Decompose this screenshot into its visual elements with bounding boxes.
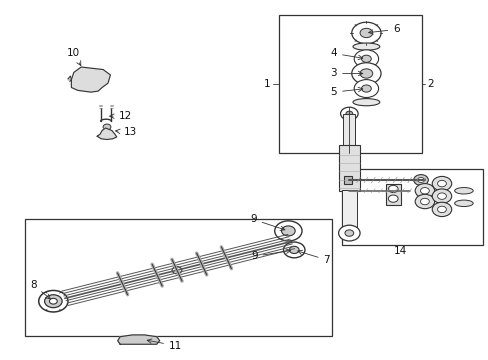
Ellipse shape <box>454 200 472 207</box>
Bar <box>385 184 400 205</box>
Bar <box>344 176 351 184</box>
Circle shape <box>92 81 101 87</box>
Circle shape <box>338 225 359 241</box>
Circle shape <box>361 55 370 62</box>
Bar <box>341 169 483 244</box>
Circle shape <box>413 175 427 185</box>
Bar <box>338 145 359 191</box>
Circle shape <box>49 298 57 304</box>
Text: 11: 11 <box>147 339 182 351</box>
Circle shape <box>387 195 397 202</box>
Text: 9: 9 <box>249 215 285 230</box>
Text: 9: 9 <box>250 249 290 261</box>
Circle shape <box>283 242 305 258</box>
Circle shape <box>437 180 446 187</box>
Text: 8: 8 <box>30 280 50 299</box>
Circle shape <box>387 185 397 193</box>
Polygon shape <box>68 76 71 81</box>
Circle shape <box>87 86 94 91</box>
Circle shape <box>437 193 446 199</box>
Text: 10: 10 <box>67 48 81 66</box>
Bar <box>25 220 331 336</box>
Circle shape <box>420 198 428 205</box>
Bar <box>341 190 356 226</box>
Text: 1: 1 <box>263 79 270 89</box>
Circle shape <box>345 111 352 116</box>
Text: 7: 7 <box>297 250 329 265</box>
Text: 2: 2 <box>427 79 433 89</box>
Circle shape <box>431 202 451 217</box>
Polygon shape <box>118 335 159 344</box>
Circle shape <box>44 295 62 308</box>
Circle shape <box>39 291 68 312</box>
Text: 4: 4 <box>330 48 362 60</box>
Circle shape <box>353 50 378 68</box>
Circle shape <box>361 85 370 92</box>
Circle shape <box>340 107 357 120</box>
Bar <box>343 114 354 146</box>
Circle shape <box>103 124 111 130</box>
Circle shape <box>420 188 428 194</box>
Circle shape <box>274 221 302 241</box>
Circle shape <box>431 189 451 203</box>
Circle shape <box>281 226 295 236</box>
Circle shape <box>172 267 182 274</box>
Circle shape <box>437 206 446 213</box>
Circle shape <box>417 177 424 183</box>
Polygon shape <box>71 67 110 92</box>
Circle shape <box>351 22 380 44</box>
Text: 5: 5 <box>330 87 362 97</box>
Ellipse shape <box>352 99 379 106</box>
Circle shape <box>77 74 88 82</box>
Circle shape <box>289 246 299 253</box>
Circle shape <box>142 337 150 342</box>
Text: 12: 12 <box>109 111 132 121</box>
Circle shape <box>359 69 372 78</box>
Bar <box>278 15 422 153</box>
Circle shape <box>359 28 372 38</box>
Text: 13: 13 <box>115 127 137 137</box>
Circle shape <box>344 230 353 236</box>
Ellipse shape <box>352 43 379 50</box>
Text: 3: 3 <box>330 68 362 78</box>
Circle shape <box>414 184 434 198</box>
Text: 14: 14 <box>393 246 407 256</box>
Circle shape <box>353 80 378 98</box>
Text: 6: 6 <box>368 24 399 35</box>
Circle shape <box>127 337 135 342</box>
Polygon shape <box>97 128 117 139</box>
Circle shape <box>351 63 380 84</box>
Ellipse shape <box>454 188 472 194</box>
Circle shape <box>414 194 434 209</box>
Circle shape <box>431 176 451 191</box>
